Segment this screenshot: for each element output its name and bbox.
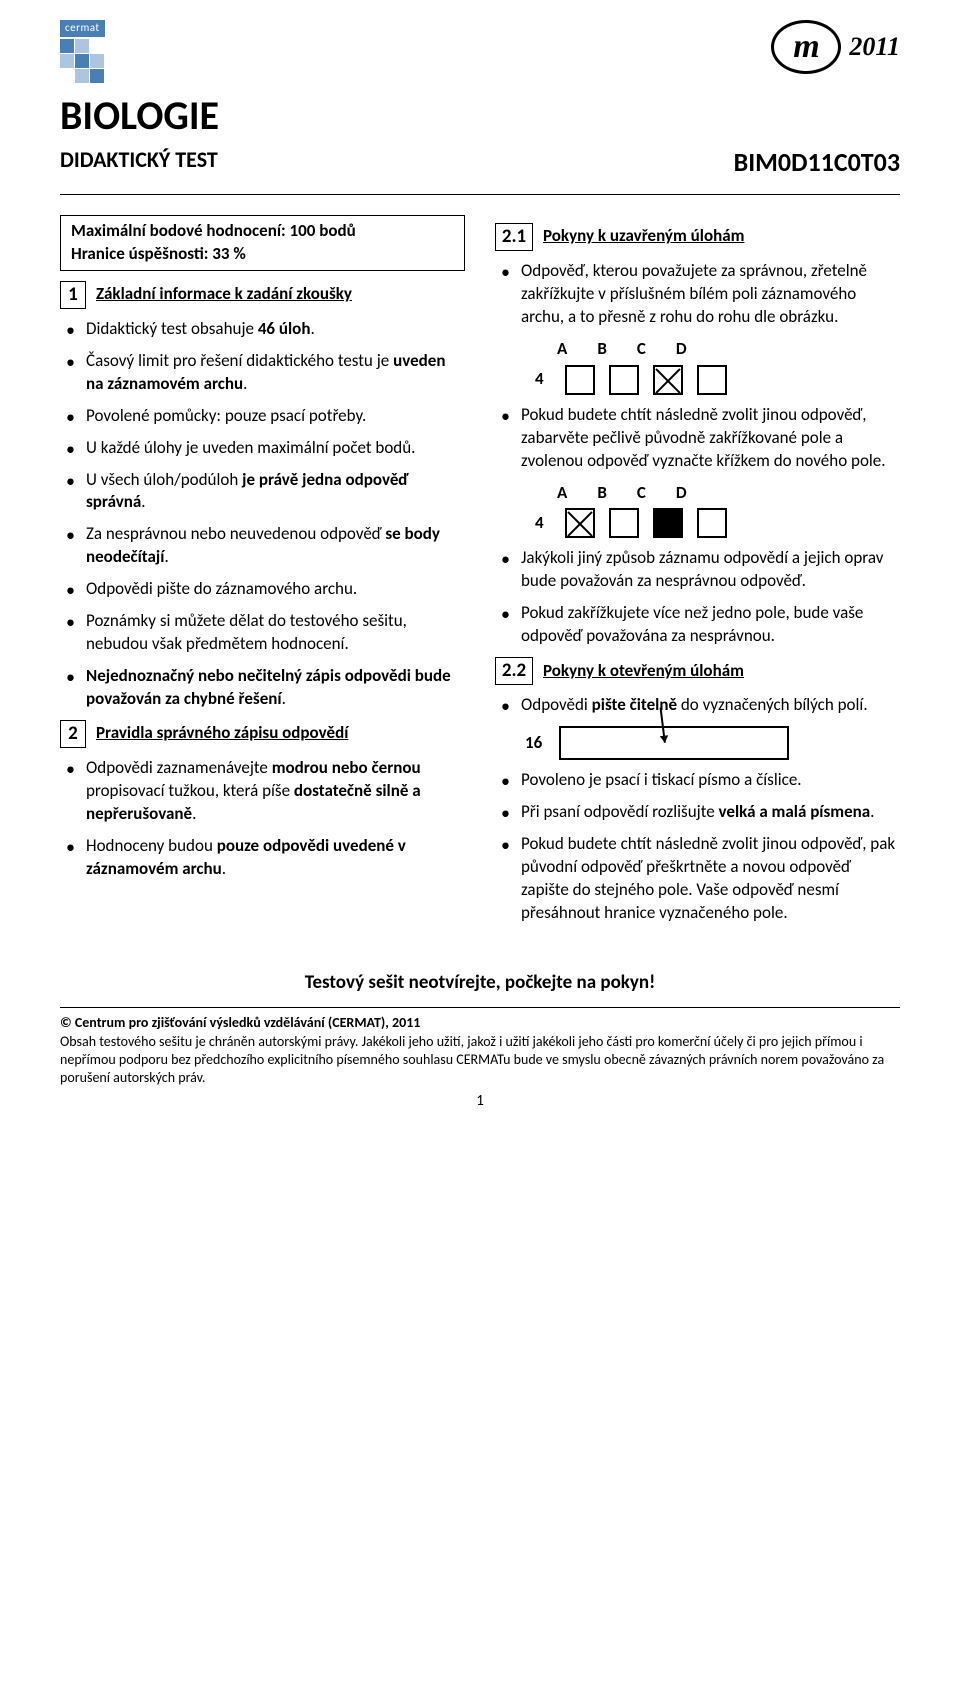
label-a: A: [557, 482, 567, 505]
section-2-head: 2 Pravidla správného zápisu odpovědí: [60, 720, 465, 748]
copyright-head: © Centrum pro zjišťování výsledků vzdělá…: [60, 1014, 900, 1032]
page-number: 1: [60, 1091, 900, 1111]
checkbox-b: [609, 365, 639, 395]
list-item: Pokud zakřížkujete více než jedno pole, …: [499, 602, 900, 648]
checkbox-d: [697, 508, 727, 538]
section-1-list: Didaktický test obsahuje 46 úloh. Časový…: [60, 318, 465, 711]
abcd-labels: A B C D: [557, 338, 900, 361]
m-year: 2011: [849, 29, 900, 64]
list-item: Časový limit pro řešení didaktického tes…: [64, 350, 465, 396]
list-item: Pokud budete chtít následně zvolit jinou…: [499, 404, 900, 473]
list-item: U všech úloh/podúloh je právě jedna odpo…: [64, 469, 465, 515]
list-item: Povolené pomůcky: pouze psací potřeby.: [64, 405, 465, 428]
question-number: 16: [525, 732, 541, 755]
list-item: Povoleno je psací i tiskací písmo a čísl…: [499, 769, 900, 792]
abcd-example-1: 4: [535, 365, 900, 395]
section-number: 2: [60, 720, 86, 748]
section-number: 2.2: [495, 657, 533, 685]
open-answer-example: 16: [525, 726, 900, 760]
list-item: Při psaní odpovědí rozlišujte velká a ma…: [499, 801, 900, 824]
label-c: C: [637, 482, 646, 505]
checkbox-a-crossed: [565, 508, 595, 538]
open-answer-box: [559, 726, 789, 760]
cermat-squares-icon: [60, 39, 104, 83]
label-b: B: [597, 482, 607, 505]
copyright-body: Obsah testového sešitu je chráněn autors…: [60, 1033, 900, 1088]
question-number: 4: [535, 368, 551, 391]
section-number: 2.1: [495, 223, 533, 251]
list-item: U každé úlohy je uveden maximální počet …: [64, 437, 465, 460]
header: cermat m 2011: [60, 20, 900, 83]
section-title: Pokyny k uzavřeným úlohám: [543, 225, 744, 248]
footer-divider: [60, 1007, 900, 1008]
copyright: © Centrum pro zjišťování výsledků vzdělá…: [60, 1014, 900, 1087]
subtitle-row: DIDAKTICKÝ TEST BIM0D11C0T03: [60, 145, 900, 180]
cermat-logo: cermat: [60, 20, 105, 83]
label-d: D: [676, 482, 687, 505]
label-c: C: [637, 338, 646, 361]
subtitle: DIDAKTICKÝ TEST: [60, 145, 218, 175]
list-item: Jakýkoli jiný způsob záznamu odpovědí a …: [499, 547, 900, 593]
section-number: 1: [60, 281, 86, 309]
section-21-list-3: Jakýkoli jiný způsob záznamu odpovědí a …: [495, 547, 900, 648]
section-21-list: Odpověď, kterou považujete za správnou, …: [495, 260, 900, 329]
checkbox-c-crossed: [653, 365, 683, 395]
section-title: Pokyny k otevřeným úlohám: [543, 660, 744, 683]
list-item: Za nesprávnou nebo neuvedenou odpověď se…: [64, 523, 465, 569]
checkbox-c-filled: [653, 508, 683, 538]
section-title: Pravidla správného zápisu odpovědí: [96, 722, 348, 745]
list-item: Poznámky si můžete dělat do testového se…: [64, 610, 465, 656]
list-item: Nejednoznačný nebo nečitelný zápis odpov…: [64, 665, 465, 711]
section-1-head: 1 Základní informace k zadání zkoušky: [60, 281, 465, 309]
info-box: Maximální bodové hodnocení: 100 bodů Hra…: [60, 215, 465, 271]
list-item: Pokud budete chtít následně zvolit jinou…: [499, 833, 900, 925]
label-d: D: [676, 338, 687, 361]
label-b: B: [597, 338, 607, 361]
list-item: Odpovědi pište čitelně do vyznačených bí…: [499, 694, 900, 717]
section-title: Základní informace k zadání zkoušky: [96, 283, 352, 306]
list-item: Odpověď, kterou považujete za správnou, …: [499, 260, 900, 329]
title: BIOLOGIE: [60, 89, 900, 143]
left-column: Maximální bodové hodnocení: 100 bodů Hra…: [60, 215, 465, 934]
columns: Maximální bodové hodnocení: 100 bodů Hra…: [60, 215, 900, 934]
list-item: Didaktický test obsahuje 46 úloh.: [64, 318, 465, 341]
cermat-text: cermat: [60, 20, 105, 37]
abcd-labels-2: A B C D: [557, 482, 900, 505]
section-21-head: 2.1 Pokyny k uzavřeným úlohám: [495, 223, 900, 251]
list-item: Odpovědi pište do záznamového archu.: [64, 578, 465, 601]
label-a: A: [557, 338, 567, 361]
checkbox-a: [565, 365, 595, 395]
abcd-example-2: 4: [535, 508, 900, 538]
list-item: Hodnoceny budou pouze odpovědi uvedené v…: [64, 835, 465, 881]
question-number: 4: [535, 512, 551, 535]
checkbox-b: [609, 508, 639, 538]
list-item: Odpovědi zaznamenávejte modrou nebo čern…: [64, 757, 465, 826]
section-22-list: Odpovědi pište čitelně do vyznačených bí…: [495, 694, 900, 717]
test-code: BIM0D11C0T03: [734, 145, 900, 180]
divider: [60, 194, 900, 195]
footer-warning: Testový sešit neotvírejte, počkejte na p…: [60, 970, 900, 996]
section-2-list: Odpovědi zaznamenávejte modrou nebo čern…: [60, 757, 465, 881]
m-logo: m 2011: [771, 20, 900, 74]
m-logo-icon: m: [771, 20, 841, 74]
section-22-head: 2.2 Pokyny k otevřeným úlohám: [495, 657, 900, 685]
info-line: Maximální bodové hodnocení: 100 bodů: [71, 220, 454, 243]
right-column: 2.1 Pokyny k uzavřeným úlohám Odpověď, k…: [495, 215, 900, 934]
section-21-list-2: Pokud budete chtít následně zvolit jinou…: [495, 404, 900, 473]
checkbox-d: [697, 365, 727, 395]
info-line: Hranice úspěšnosti: 33 %: [71, 243, 454, 266]
section-22-list-2: Povoleno je psací i tiskací písmo a čísl…: [495, 769, 900, 925]
